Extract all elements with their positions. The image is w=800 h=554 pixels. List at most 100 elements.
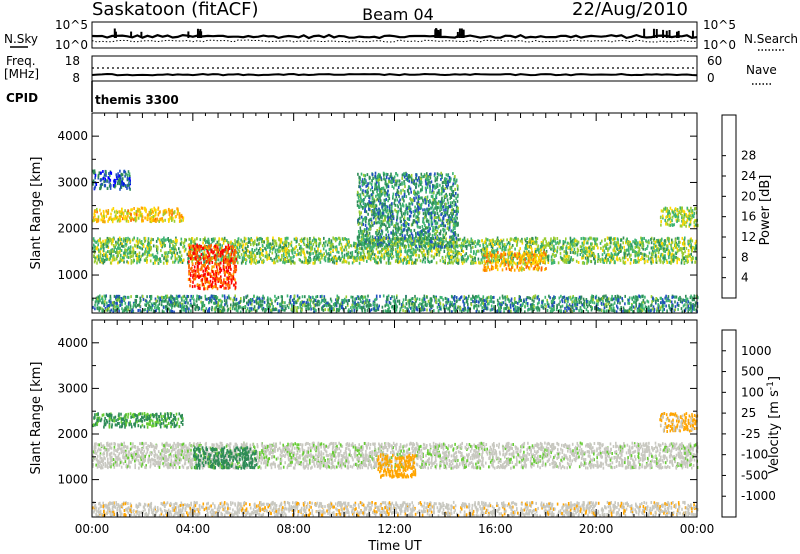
- cell: [214, 301, 216, 305]
- cell: [583, 250, 586, 254]
- cell: [224, 281, 227, 285]
- cell: [669, 299, 672, 303]
- cell: [219, 270, 221, 274]
- cell: [415, 250, 417, 254]
- cell: [594, 255, 597, 259]
- cell: [359, 297, 361, 301]
- cell: [602, 248, 604, 252]
- cell: [329, 253, 332, 257]
- cell: [591, 253, 594, 257]
- cell: [315, 244, 318, 248]
- cell: [553, 244, 555, 248]
- cell: [172, 247, 174, 251]
- cell: [675, 256, 677, 260]
- cell: [265, 251, 268, 255]
- cell: [572, 243, 575, 246]
- cell: [638, 250, 640, 254]
- cell: [252, 251, 254, 255]
- cell: [303, 300, 305, 304]
- cell: [414, 294, 416, 298]
- cell: [133, 259, 135, 263]
- cell: [149, 217, 151, 221]
- cell: [99, 255, 102, 259]
- cell: [552, 261, 554, 265]
- cell: [104, 242, 106, 246]
- cell: [102, 220, 104, 224]
- cell: [458, 251, 460, 255]
- cell: [674, 243, 677, 247]
- cell: [245, 237, 247, 241]
- cell: [205, 241, 207, 244]
- cell: [299, 252, 302, 256]
- cell: [110, 212, 112, 216]
- cell: [692, 256, 694, 260]
- cell: [488, 239, 491, 243]
- cell: [662, 301, 664, 305]
- cell: [234, 244, 237, 248]
- cell: [287, 260, 289, 263]
- cell: [163, 209, 166, 213]
- cell: [257, 249, 260, 252]
- cell: [190, 267, 192, 271]
- cell: [120, 244, 123, 248]
- cell: [625, 309, 627, 313]
- cell: [455, 252, 457, 256]
- cell: [562, 241, 565, 245]
- cell: [224, 273, 226, 277]
- cell: [354, 245, 356, 249]
- cell: [491, 296, 494, 300]
- cell: [456, 261, 458, 264]
- cell: [411, 239, 413, 243]
- cell: [169, 242, 171, 246]
- cell: [296, 248, 299, 252]
- cell: [264, 308, 267, 311]
- cell: [201, 280, 203, 284]
- cell: [162, 213, 165, 217]
- cell: [144, 236, 147, 240]
- cell: [196, 247, 198, 251]
- cell: [493, 305, 495, 309]
- cell: [589, 249, 592, 252]
- cell: [533, 308, 535, 311]
- cell: [527, 308, 529, 312]
- cell: [175, 243, 177, 246]
- cell: [611, 257, 614, 261]
- cell: [322, 247, 325, 251]
- cell: [165, 256, 168, 260]
- cell: [192, 240, 194, 244]
- cell: [135, 211, 138, 214]
- cell: [226, 269, 228, 273]
- cell: [662, 304, 664, 308]
- cell: [628, 298, 630, 302]
- cell: [117, 261, 119, 265]
- cell: [641, 295, 644, 298]
- cell: [663, 307, 665, 311]
- cell: [203, 287, 205, 291]
- cell: [269, 246, 272, 250]
- cell: [308, 255, 310, 259]
- cell: [121, 307, 123, 311]
- cell: [627, 241, 629, 245]
- cell: [175, 240, 178, 244]
- cell: [252, 243, 255, 247]
- cell: [203, 273, 205, 277]
- cell: [207, 265, 209, 269]
- cell: [458, 258, 460, 262]
- cell: [397, 260, 399, 264]
- cell: [602, 258, 604, 262]
- cell: [198, 268, 200, 272]
- cell: [156, 256, 158, 260]
- cell: [529, 296, 532, 300]
- cell: [215, 305, 218, 309]
- cell: [311, 239, 314, 243]
- cell: [129, 239, 132, 243]
- cell: [273, 257, 276, 261]
- cell: [271, 246, 273, 250]
- cell: [657, 251, 660, 254]
- cell: [518, 249, 521, 253]
- cell: [525, 257, 527, 261]
- cell: [140, 254, 142, 258]
- cell: [466, 238, 469, 242]
- cell: [681, 247, 684, 251]
- cell: [552, 249, 555, 253]
